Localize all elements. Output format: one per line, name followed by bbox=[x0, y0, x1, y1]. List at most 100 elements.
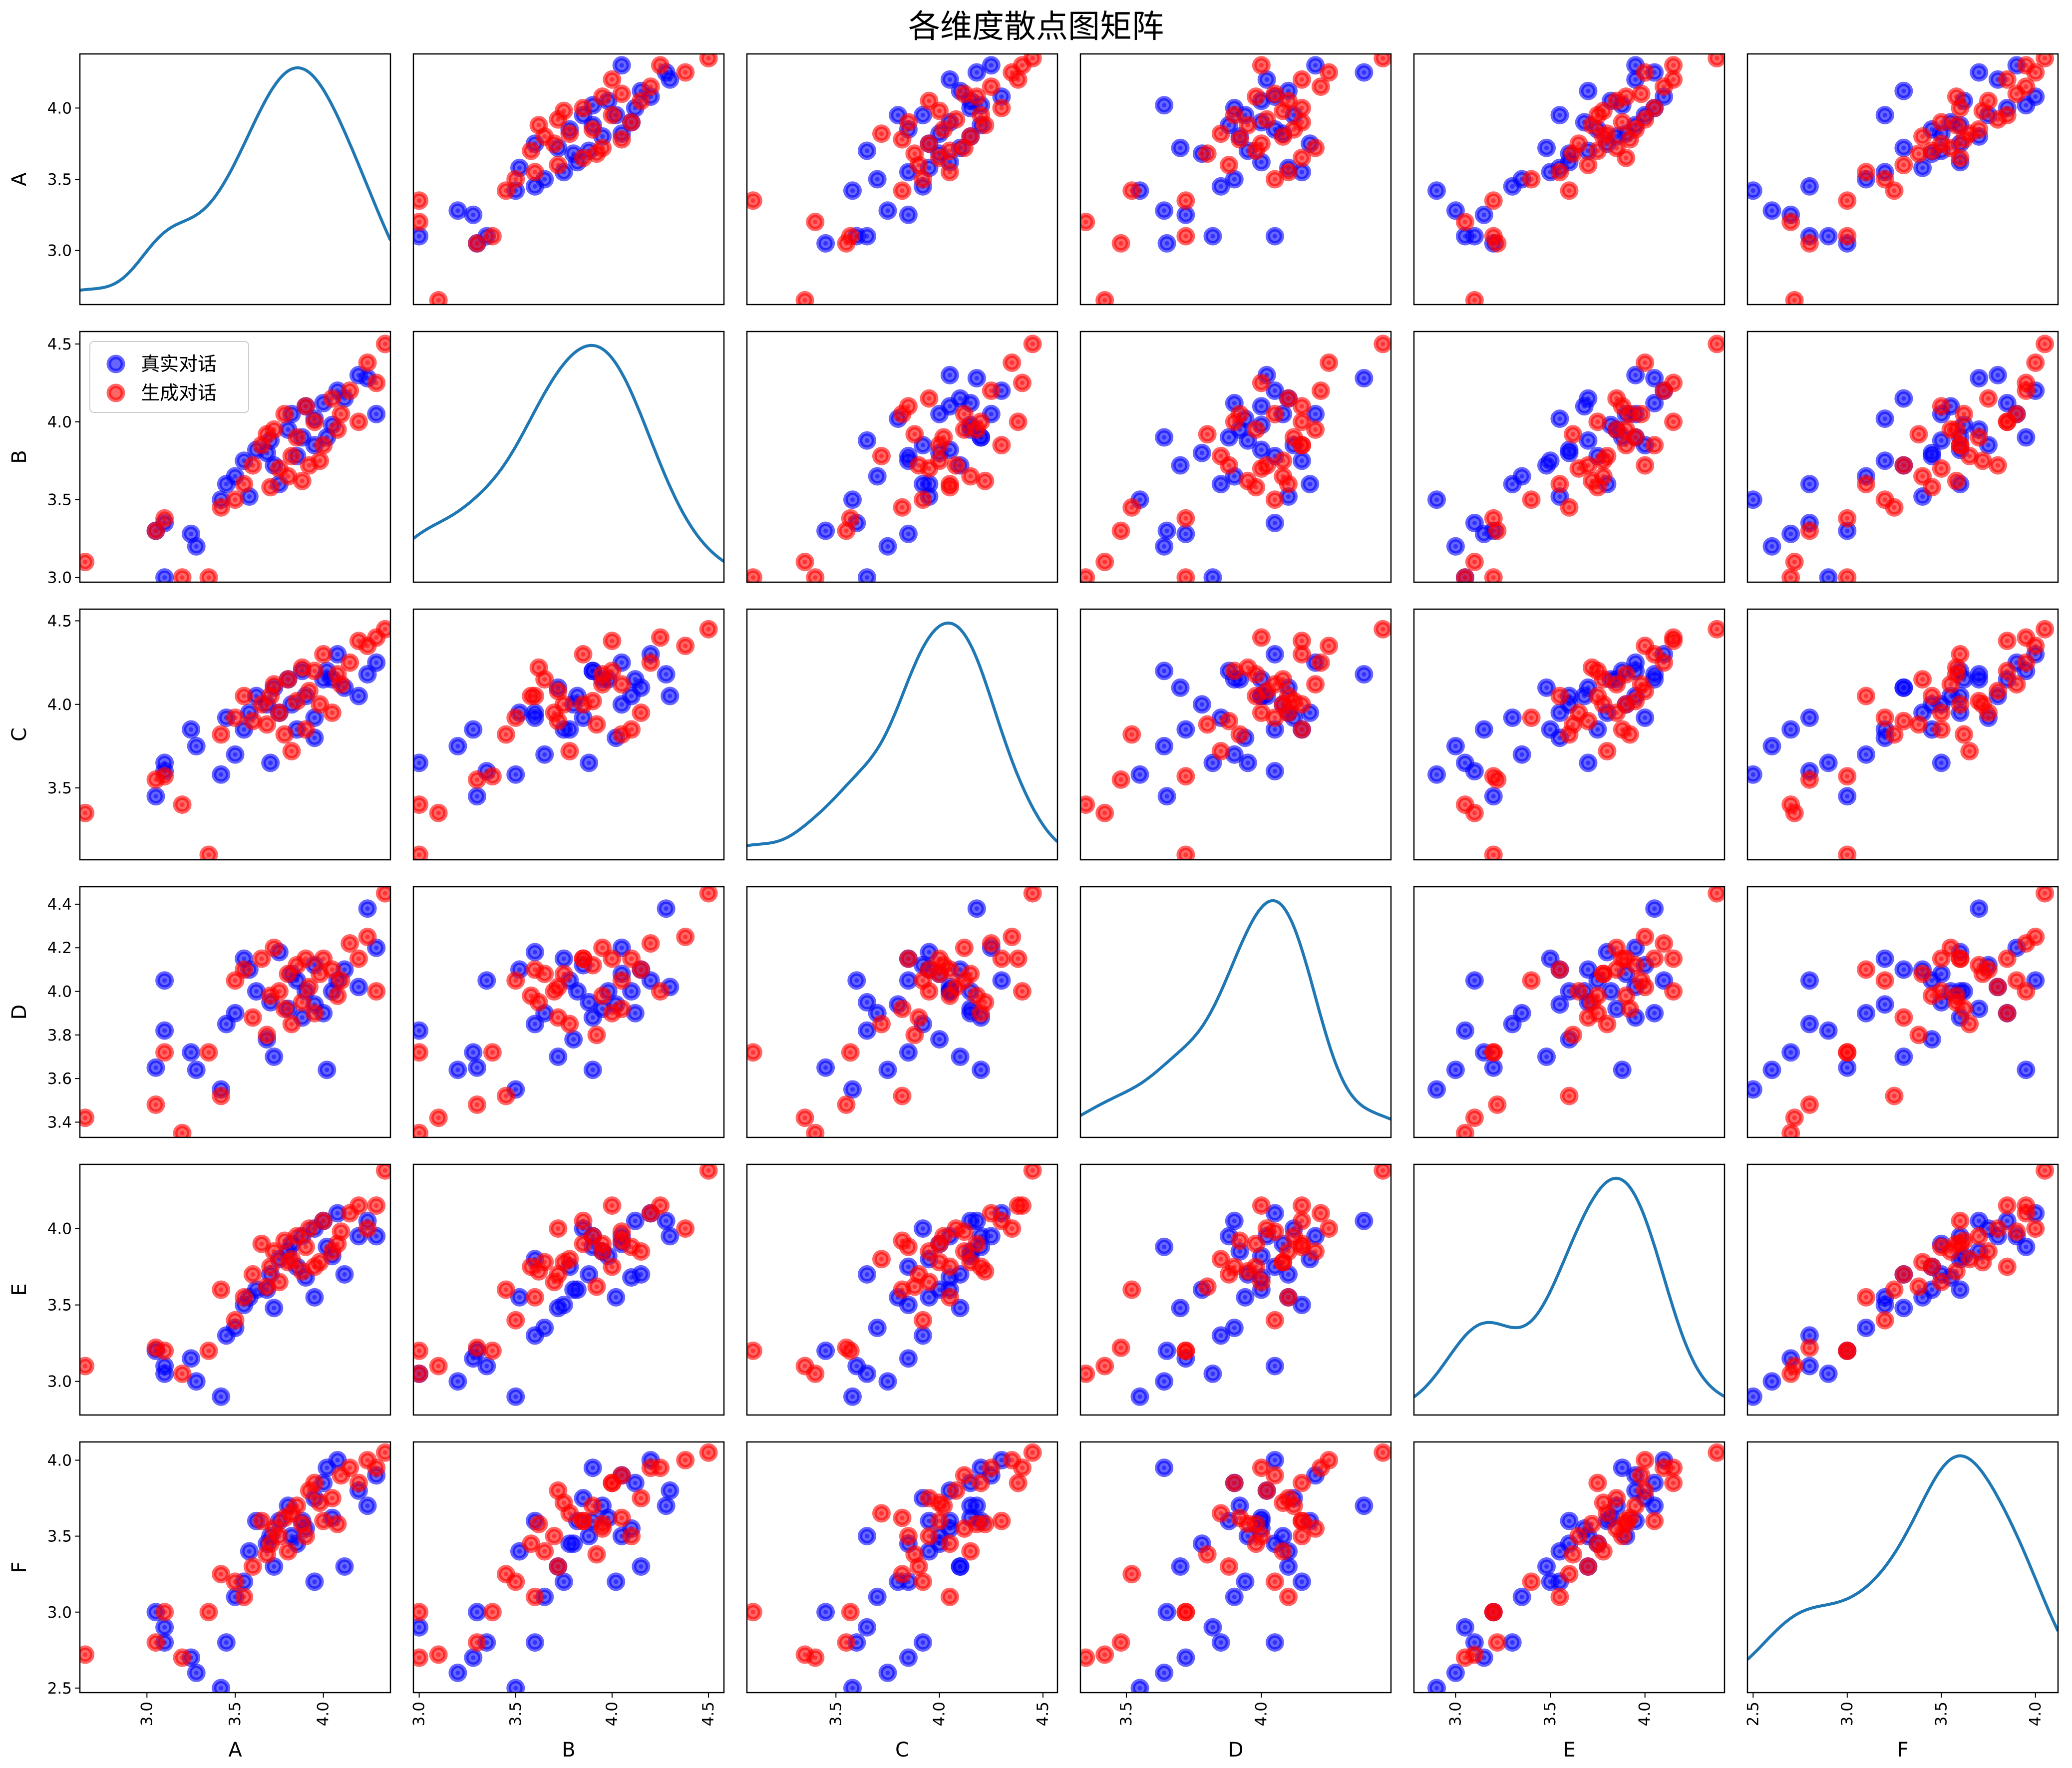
point-core-generated-12 bbox=[1576, 1534, 1581, 1539]
y-tick-label-B: 4.0 bbox=[47, 413, 72, 431]
point-core-generated-3 bbox=[417, 802, 422, 807]
point-core-real-11 bbox=[587, 1000, 592, 1005]
x-axis-label-D: D bbox=[1228, 1739, 1244, 1762]
point-core-generated-18 bbox=[1939, 404, 1944, 409]
point-core-real-3 bbox=[189, 727, 194, 732]
point-core-real-2 bbox=[1462, 1028, 1467, 1033]
kde-curve-C bbox=[747, 621, 1057, 847]
point-core-generated-11 bbox=[962, 427, 967, 432]
point-core-real-21 bbox=[1162, 669, 1167, 674]
point-core-real-21 bbox=[1620, 1067, 1625, 1072]
point-core-real-4 bbox=[1162, 1379, 1167, 1384]
point-core-generated-30 bbox=[1281, 1500, 1286, 1505]
panel-F-vs-E: 3.0 3.5 4.0 E bbox=[1413, 1441, 1726, 1762]
point-core-generated-27 bbox=[374, 635, 379, 640]
point-core-generated-5 bbox=[900, 505, 905, 510]
point-core-generated-11 bbox=[962, 1249, 967, 1254]
point-core-generated-8 bbox=[916, 163, 921, 167]
point-core-generated-11 bbox=[272, 945, 277, 950]
point-core-generated-26 bbox=[2033, 644, 2038, 649]
point-core-generated-16 bbox=[941, 1234, 946, 1239]
point-core-real-11 bbox=[587, 1534, 592, 1539]
point-core-real-25 bbox=[1977, 70, 1982, 75]
y-tick-label-B: 4.5 bbox=[47, 336, 72, 354]
panel-F-vs-F: 2.5 3.0 3.5 4.0 F bbox=[1744, 1441, 2059, 1762]
point-core-real-7 bbox=[542, 1326, 547, 1330]
point-core-generated-20 bbox=[2005, 1264, 2010, 1269]
point-core-generated-1 bbox=[1807, 777, 1812, 782]
point-core-generated-29 bbox=[1205, 1552, 1210, 1557]
point-core-real-2 bbox=[1210, 1625, 1215, 1630]
point-core-generated-4 bbox=[206, 1610, 211, 1615]
point-core-generated-10 bbox=[268, 694, 273, 699]
point-core-real-4 bbox=[1162, 743, 1167, 748]
point-core-real-25 bbox=[1652, 906, 1657, 911]
point-core-real-3 bbox=[1481, 531, 1486, 536]
point-core-real-28 bbox=[1882, 1002, 1887, 1007]
point-core-generated-1 bbox=[153, 1640, 158, 1645]
point-core-generated-30 bbox=[561, 108, 566, 113]
point-core-generated-9 bbox=[937, 1518, 942, 1523]
point-core-generated-6 bbox=[1882, 497, 1887, 502]
point-core-generated-29 bbox=[912, 1552, 917, 1557]
point-core-real-28 bbox=[1557, 1579, 1562, 1584]
point-core-generated-8 bbox=[250, 463, 255, 468]
x-tick-label-B: 3.5 bbox=[507, 1702, 525, 1726]
point-core-real-10 bbox=[1567, 1518, 1572, 1523]
point-core-generated-21 bbox=[1652, 956, 1657, 961]
point-core-real-7 bbox=[1232, 1594, 1237, 1599]
point-core-real-3 bbox=[1481, 727, 1486, 732]
point-core-real-23 bbox=[1586, 88, 1591, 93]
point-core-generated-31 bbox=[335, 1521, 340, 1526]
point-core-generated-6 bbox=[1529, 1579, 1534, 1584]
point-core-generated-23 bbox=[2014, 411, 2019, 416]
point-core-generated-21 bbox=[1652, 652, 1657, 657]
point-core-generated-23 bbox=[2014, 978, 2019, 983]
point-core-real-28 bbox=[312, 1295, 317, 1300]
point-core-generated-8 bbox=[1901, 1272, 1906, 1277]
point-core-generated-10 bbox=[1929, 694, 1934, 699]
panel-A-vs-B bbox=[412, 53, 725, 306]
point-core-real-4 bbox=[194, 1379, 199, 1384]
point-core-real-6 bbox=[1807, 1333, 1812, 1338]
x-tick-label-C: 4.5 bbox=[1034, 1702, 1052, 1726]
point-core-generated-27 bbox=[1020, 380, 1025, 385]
point-core-real-27 bbox=[1199, 1541, 1204, 1546]
point-core-generated-21 bbox=[999, 1218, 1004, 1223]
point-core-real-7 bbox=[875, 1326, 880, 1330]
point-core-real-7 bbox=[875, 474, 880, 479]
point-core-real-11 bbox=[1939, 1000, 1944, 1005]
point-core-generated-8 bbox=[1227, 718, 1231, 723]
point-core-generated-13 bbox=[619, 137, 624, 142]
point-core-generated-5 bbox=[900, 1287, 905, 1292]
point-core-generated-19 bbox=[556, 689, 561, 694]
point-core-generated-28 bbox=[1715, 56, 1720, 61]
point-core-real-21 bbox=[979, 1465, 984, 1470]
point-core-generated-6 bbox=[1529, 177, 1534, 182]
point-core-generated-1 bbox=[475, 1640, 479, 1645]
point-core-real-8 bbox=[242, 956, 247, 961]
point-core-generated-13 bbox=[619, 1515, 624, 1520]
point-core-generated-17 bbox=[536, 123, 541, 128]
point-core-generated-15 bbox=[879, 1257, 884, 1262]
point-core-real-4 bbox=[194, 743, 199, 748]
x-axis-label-A: A bbox=[228, 1739, 242, 1762]
point-core-real-14 bbox=[1237, 1249, 1242, 1254]
point-core-generated-16 bbox=[1633, 1503, 1638, 1508]
point-core-real-17 bbox=[590, 1015, 595, 1020]
point-core-real-5 bbox=[1750, 772, 1755, 777]
point-core-generated-28 bbox=[706, 56, 711, 61]
point-core-generated-10 bbox=[1254, 694, 1259, 699]
point-core-real-19 bbox=[921, 443, 925, 448]
point-core-generated-20 bbox=[1595, 419, 1600, 424]
point-core-generated-19 bbox=[1995, 1226, 2000, 1231]
point-core-generated-21 bbox=[999, 956, 1004, 961]
point-core-real-23 bbox=[1901, 967, 1906, 972]
panel-C-vs-F bbox=[1746, 608, 2059, 861]
point-core-real-23 bbox=[1286, 1272, 1291, 1277]
point-core-generated-28 bbox=[382, 342, 387, 347]
panel-A-vs-C bbox=[746, 53, 1058, 306]
point-core-generated-4 bbox=[750, 575, 755, 580]
point-core-real-2 bbox=[162, 1028, 167, 1033]
point-core-generated-1 bbox=[844, 1102, 849, 1107]
